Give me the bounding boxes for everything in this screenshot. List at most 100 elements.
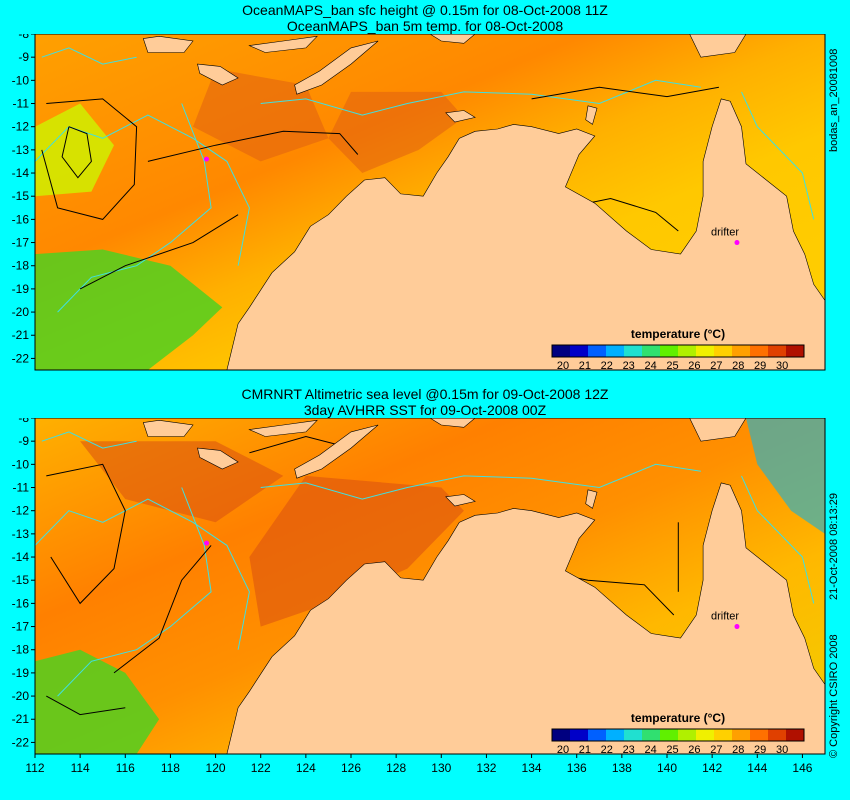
- colorbar-tick-label: 25: [666, 360, 678, 372]
- colorbar-swatch: [570, 345, 589, 357]
- panel1-title-line1: OceanMAPS_ban sfc height @ 0.15m for 08-…: [242, 2, 608, 18]
- colorbar-swatch: [552, 729, 571, 741]
- cloud-masked-sst: [746, 418, 825, 534]
- lat-tick-label: -10: [12, 73, 30, 87]
- colorbar-tick-label: 25: [666, 744, 678, 756]
- lat-tick-label: -11: [13, 97, 30, 111]
- colorbar-tick-label: 28: [732, 360, 744, 372]
- warm-sst-patch: [328, 91, 464, 173]
- sea-level-contour: [531, 86, 719, 100]
- lon-tick-label: 132: [476, 761, 496, 775]
- colorbar-swatch: [552, 345, 571, 357]
- bathymetry-contour: [260, 79, 701, 116]
- lat-tick-label: -15: [12, 573, 30, 587]
- australia-land: [226, 98, 825, 370]
- island-land: [142, 419, 194, 437]
- lat-tick-label: -14: [12, 550, 30, 564]
- lat-tick-label: -8: [18, 418, 29, 425]
- lat-tick-label: -22: [12, 735, 30, 749]
- colorbar-tick-label: 21: [579, 744, 591, 756]
- colorbar-swatch: [750, 729, 769, 741]
- lon-tick-label: 142: [702, 761, 722, 775]
- cool-sst-patch: [35, 249, 223, 370]
- colorbar-swatch: [624, 729, 643, 741]
- warm-sst-patch: [193, 68, 329, 162]
- lat-tick-label: -13: [12, 143, 30, 157]
- island-land: [197, 63, 239, 86]
- colorbar-tick-label: 23: [623, 744, 635, 756]
- colorbar-swatch: [678, 729, 697, 741]
- colorbar-title: temperature (°C): [631, 327, 725, 341]
- colorbar-swatch: [588, 345, 607, 357]
- map-frame: drifter: [35, 34, 825, 370]
- cool-sst-patch: [35, 103, 114, 197]
- sea-level-contour: [41, 98, 138, 220]
- colorbar-swatch: [660, 729, 679, 741]
- drifter-marker: [734, 624, 740, 630]
- lat-tick-label: -18: [12, 643, 30, 657]
- colorbar-tick-label: 29: [754, 744, 766, 756]
- colorbar-tick-label: 26: [688, 360, 700, 372]
- colorbar-border: [551, 728, 805, 742]
- island-land: [248, 35, 318, 53]
- panel1-map: drifter -8 -9 -10 -11 -12 -13 -14 -15 -16 -17 -18 -1…: [12, 34, 826, 372]
- lat-tick-label: -8: [18, 34, 29, 41]
- island-land: [429, 34, 476, 44]
- colorbar-swatch: [714, 345, 733, 357]
- bathymetry-contour: [741, 91, 815, 220]
- sea-level-contour: [46, 463, 126, 605]
- colorbar-tick-label: 22: [601, 744, 613, 756]
- lon-tick-label: 112: [25, 761, 44, 775]
- island-land: [445, 494, 476, 507]
- warm-sst-patch: [249, 475, 464, 627]
- colorbar-swatch: [642, 345, 661, 357]
- lat-tick-label: -18: [12, 259, 30, 273]
- lon-tick-label: 140: [657, 761, 677, 775]
- lon-tick-label: 146: [792, 761, 812, 775]
- island-land: [294, 40, 379, 95]
- lon-tick-label: 144: [747, 761, 767, 775]
- bathymetry-contour: [41, 431, 137, 449]
- lat-tick-label: -12: [12, 504, 30, 518]
- lat-tick-label: -9: [18, 50, 29, 64]
- colorbar-tick-label: 27: [710, 744, 722, 756]
- map-border: [34, 418, 826, 755]
- cool-sst-patch: [35, 649, 160, 754]
- colorbar-swatch: [642, 729, 661, 741]
- island-land: [429, 418, 476, 428]
- drifter-label: drifter: [711, 227, 739, 239]
- lon-tick-label: 136: [567, 761, 587, 775]
- colorbar-swatch: [786, 345, 805, 357]
- australia-land: [226, 482, 825, 754]
- lat-tick-label: -17: [12, 236, 30, 250]
- colorbar-swatch: [606, 345, 625, 357]
- island-land: [689, 418, 747, 442]
- colorbar-tick-label: 24: [644, 744, 656, 756]
- colorbar-swatch: [660, 345, 679, 357]
- lat-tick-label: -15: [12, 189, 30, 203]
- colorbar-tick-label: 20: [557, 360, 569, 372]
- island-land: [445, 110, 476, 123]
- colorbar-tick-label: 20: [557, 744, 569, 756]
- lat-tick-label: -10: [12, 457, 30, 471]
- panel2-title-line2: 3day AVHRR SST for 09-Oct-2008 00Z: [303, 402, 547, 418]
- colorbar-swatch: [696, 729, 715, 741]
- lon-tick-label: 120: [206, 761, 226, 775]
- colorbar-swatch: [606, 729, 625, 741]
- island-land: [294, 424, 379, 479]
- colorbar-title: temperature (°C): [631, 711, 725, 725]
- lon-tick-label: 114: [71, 761, 90, 775]
- lat-tick-label: -19: [12, 666, 30, 680]
- colorbar-tick-label: 21: [579, 360, 591, 372]
- colorbar-swatch: [768, 729, 787, 741]
- bathymetry-contour: [35, 498, 250, 650]
- colorbar-tick-label: 30: [776, 744, 788, 756]
- colorbar-swatch: [588, 729, 607, 741]
- lon-tick-label: 122: [251, 761, 271, 775]
- panel2-title-line1: CMRNRT Altimetric sea level @0.15m for 0…: [241, 386, 609, 402]
- colorbar-tick-label: 30: [776, 360, 788, 372]
- island-land: [689, 34, 747, 58]
- colorbar-swatch: [570, 729, 589, 741]
- lat-tick-label: -21: [12, 328, 30, 342]
- lat-tick-label: -12: [12, 120, 30, 134]
